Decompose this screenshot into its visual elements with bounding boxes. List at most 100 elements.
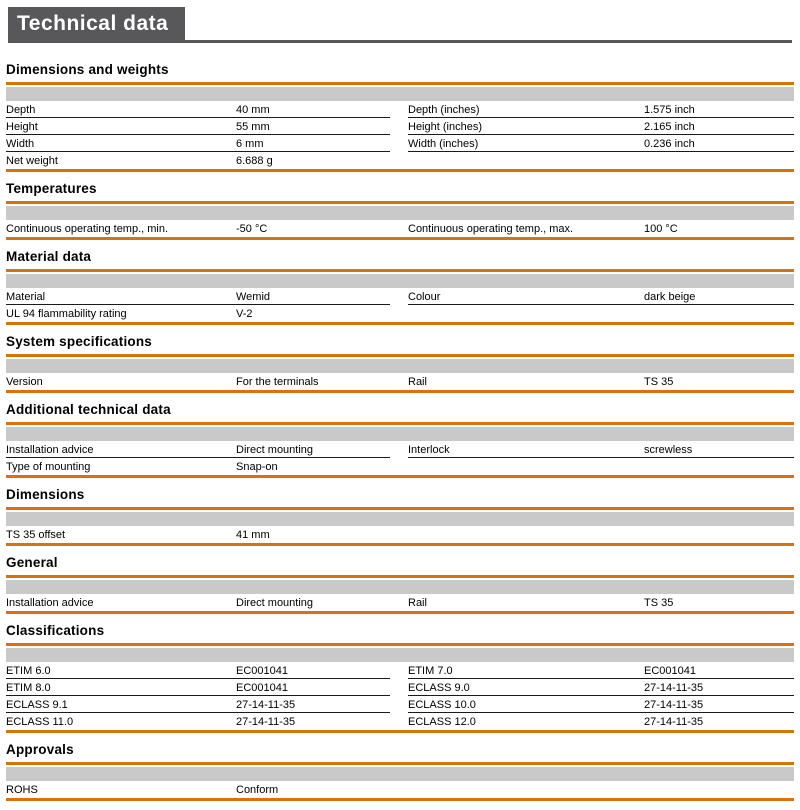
- spec-value: 27-14-11-35: [644, 699, 704, 711]
- section-title: General: [6, 555, 58, 570]
- spec-row: UL 94 flammability rating V-2: [6, 305, 794, 322]
- technical-data-sheet: Dimensions and weights Depth 40 mm Depth …: [6, 43, 794, 801]
- table-header-bar: [6, 274, 794, 288]
- spec-label: Width (inches): [408, 138, 479, 150]
- spec-label: Continuous operating temp., min.: [6, 223, 169, 235]
- spec-label: Net weight: [6, 155, 58, 167]
- orange-rule: [6, 422, 794, 425]
- spec-value: 6.688 g: [236, 155, 273, 167]
- spec-value: Wemid: [236, 291, 271, 303]
- spec-row: Installation advice Direct mounting Rail T…: [6, 594, 794, 611]
- table-header-bar: [6, 580, 794, 594]
- section-approvals: Approvals ROHS Conform: [6, 733, 794, 801]
- spec-value: 27-14-11-35: [644, 682, 704, 694]
- section-title: Dimensions and weights: [6, 62, 169, 77]
- spec-label: Rail: [408, 597, 427, 609]
- table-header-bar: [6, 512, 794, 526]
- table-header-bar: [6, 206, 794, 220]
- spec-value: TS 35: [644, 597, 674, 609]
- spec-value: 27-14-11-35: [644, 716, 704, 728]
- spec-label: ECLASS 12.0: [408, 716, 476, 728]
- spec-row: Width 6 mm Width (inches) 0.236 inch: [6, 135, 794, 152]
- spec-row: TS 35 offset 41 mm: [6, 526, 794, 543]
- spec-label: ECLASS 9.0: [408, 682, 470, 694]
- section-title: Temperatures: [6, 181, 97, 196]
- spec-value: 1.575 inch: [644, 104, 695, 116]
- spec-label: Height: [6, 121, 38, 133]
- spec-label: ETIM 6.0: [6, 665, 51, 677]
- orange-rule: [6, 575, 794, 578]
- spec-label: ETIM 7.0: [408, 665, 453, 677]
- spec-row: ETIM 6.0 EC001041 ETIM 7.0 EC001041: [6, 662, 794, 679]
- spec-value: For the terminals: [236, 376, 319, 388]
- spec-value: Conform: [236, 784, 279, 796]
- spec-row: Depth 40 mm Depth (inches) 1.575 inch: [6, 101, 794, 118]
- spec-value: 2.165 inch: [644, 121, 695, 133]
- spec-value: Snap-on: [236, 461, 278, 473]
- section-title: Classifications: [6, 623, 105, 638]
- orange-rule: [6, 611, 794, 614]
- spec-value: EC001041: [236, 682, 288, 694]
- orange-rule: [6, 82, 794, 85]
- orange-rule: [6, 169, 794, 172]
- spec-value: Direct mounting: [236, 597, 314, 609]
- spec-label: Continuous operating temp., max.: [408, 223, 574, 235]
- spec-label: Height (inches): [408, 121, 482, 133]
- page-title: Technical data: [8, 7, 186, 40]
- spec-value: 100 °C: [644, 223, 678, 235]
- spec-value: dark beige: [644, 291, 696, 303]
- orange-rule: [6, 269, 794, 272]
- spec-row: Installation advice Direct mounting Inter…: [6, 441, 794, 458]
- section-additional-technical-data: Additional technical data Installation a…: [6, 393, 794, 478]
- spec-row: Type of mounting Snap-on: [6, 458, 794, 475]
- section-title: Approvals: [6, 742, 74, 757]
- spec-value: 41 mm: [236, 529, 270, 541]
- spec-label: ECLASS 11.0: [6, 716, 74, 728]
- spec-row: Material Wemid Colour dark beige: [6, 288, 794, 305]
- orange-rule: [6, 390, 794, 393]
- orange-rule: [6, 201, 794, 204]
- section-classifications: Classifications ETIM 6.0 EC001041 ETIM 7.…: [6, 614, 794, 733]
- spec-label: Installation advice: [6, 597, 94, 609]
- table-header-bar: [6, 359, 794, 373]
- page-header: Technical data: [8, 7, 792, 43]
- spec-value: screwless: [644, 444, 693, 456]
- orange-rule: [6, 475, 794, 478]
- spec-label: Colour: [408, 291, 441, 303]
- spec-label: Version: [6, 376, 43, 388]
- section-material-data: Material data Material Wemid Colour dark b…: [6, 240, 794, 325]
- spec-label: ETIM 8.0: [6, 682, 51, 694]
- spec-value: 6 mm: [236, 138, 264, 150]
- spec-row: ECLASS 11.0 27-14-11-35 ECLASS 12.0 27-14-…: [6, 713, 794, 730]
- spec-value: EC001041: [644, 665, 696, 677]
- spec-value: EC001041: [236, 665, 288, 677]
- section-dimensions: Dimensions TS 35 offset 41 mm: [6, 478, 794, 546]
- spec-row: ETIM 8.0 EC001041 ECLASS 9.0 27-14-11-35: [6, 679, 794, 696]
- spec-label: Depth: [6, 104, 36, 116]
- table-header-bar: [6, 767, 794, 781]
- spec-value: V-2: [236, 308, 253, 320]
- spec-row: Height 55 mm Height (inches) 2.165 inch: [6, 118, 794, 135]
- spec-label: Type of mounting: [6, 461, 91, 473]
- section-dimensions-and-weights: Dimensions and weights Depth 40 mm Depth …: [6, 43, 794, 172]
- table-header-bar: [6, 87, 794, 101]
- spec-label: ROHS: [6, 784, 38, 796]
- spec-label: TS 35 offset: [6, 529, 66, 541]
- orange-rule: [6, 798, 794, 801]
- spec-label: Installation advice: [6, 444, 94, 456]
- spec-label: Depth (inches): [408, 104, 480, 116]
- spec-label: Rail: [408, 376, 427, 388]
- section-title: Material data: [6, 249, 92, 264]
- orange-rule: [6, 322, 794, 325]
- spec-value: -50 °C: [236, 223, 268, 235]
- orange-rule: [6, 643, 794, 646]
- spec-row: ROHS Conform: [6, 781, 794, 798]
- spec-label: ECLASS 9.1: [6, 699, 68, 711]
- section-general: General Installation advice Direct mounti…: [6, 546, 794, 614]
- spec-row: ECLASS 9.1 27-14-11-35 ECLASS 10.0 27-14-1…: [6, 696, 794, 713]
- spec-value: 55 mm: [236, 121, 270, 133]
- orange-rule: [6, 730, 794, 733]
- spec-label: ECLASS 10.0: [408, 699, 476, 711]
- spec-row: Continuous operating temp., min. -50 °C C…: [6, 220, 794, 237]
- section-title: System specifications: [6, 334, 153, 349]
